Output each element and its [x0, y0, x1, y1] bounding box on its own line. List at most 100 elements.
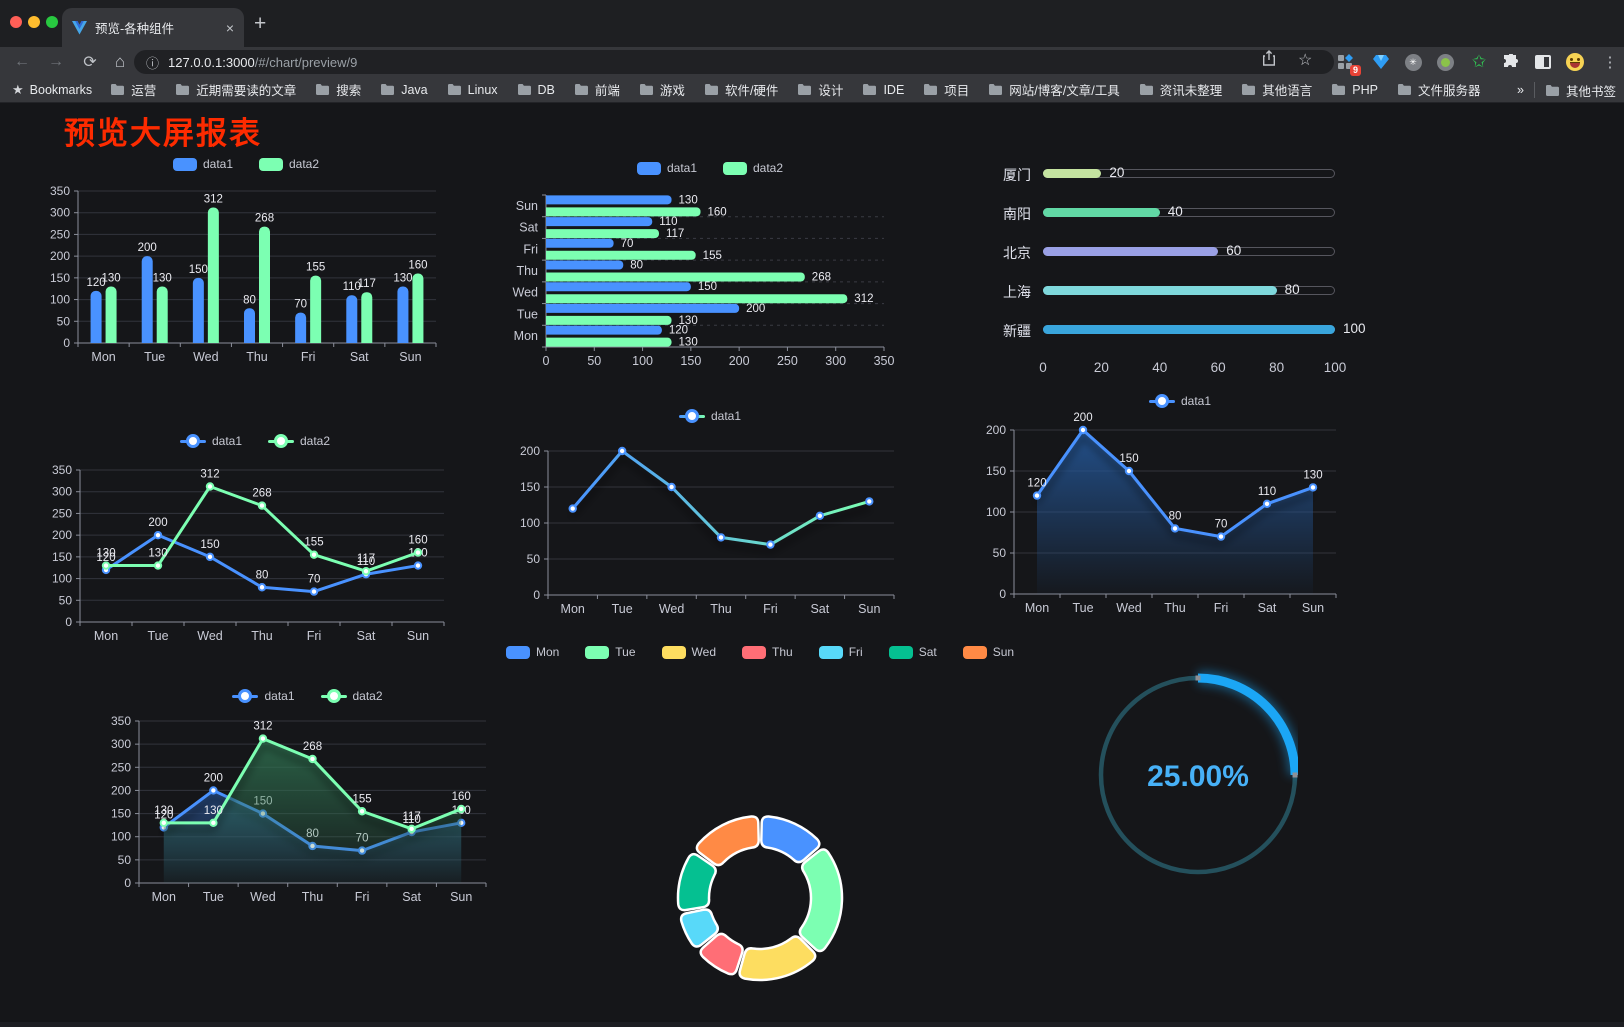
tab-close-icon[interactable]: × — [225, 19, 234, 36]
legend-item[interactable]: data1 — [232, 689, 295, 703]
donut-chart[interactable]: Mon Tue Wed Thu Fri Sat Sun — [505, 640, 1014, 996]
browser-menu-icon[interactable]: ⋮ — [1602, 54, 1618, 71]
bar-data2[interactable] — [361, 292, 373, 343]
bar-data1[interactable] — [295, 312, 307, 343]
data-point[interactable] — [1124, 466, 1134, 476]
bar-data1[interactable] — [546, 217, 653, 227]
bookmarks-star-icon[interactable]: ★ — [12, 81, 24, 97]
minimize-window-button[interactable] — [28, 16, 40, 28]
bar-data2[interactable] — [156, 286, 168, 343]
bar-data1[interactable] — [346, 295, 358, 343]
bookmarks-overflow-chevron[interactable]: » — [1517, 83, 1524, 97]
emoji-extension-icon[interactable] — [1564, 51, 1586, 73]
data-point[interactable] — [617, 446, 627, 456]
data-point[interactable] — [205, 482, 215, 491]
bar-data1[interactable] — [546, 325, 662, 335]
share-icon[interactable] — [1262, 50, 1276, 69]
bookmark-folder[interactable]: DB — [517, 83, 555, 97]
grouped-bar-chart[interactable]: data1 data2 0 50 100 150 200 250 300 350 Mon Tue Wed… — [40, 145, 452, 373]
bookmark-folder[interactable]: 搜索 — [315, 80, 361, 99]
bookmark-folder[interactable]: PHP — [1331, 83, 1378, 97]
data-point[interactable] — [1170, 524, 1180, 533]
bar-data1[interactable] — [192, 277, 204, 343]
legend-item[interactable]: data2 — [320, 689, 383, 703]
data-point[interactable] — [457, 804, 466, 814]
line-data1[interactable] — [571, 449, 871, 547]
bar-data2[interactable] — [546, 315, 672, 325]
data-point[interactable] — [153, 561, 163, 570]
bookmark-folder[interactable]: 设计 — [797, 80, 843, 99]
donut-slice-Sun[interactable] — [695, 815, 760, 867]
site-info-icon[interactable]: ⓘ — [146, 55, 160, 71]
data-point[interactable] — [308, 754, 317, 764]
address-bar[interactable]: ⓘ 127.0.0.1:3000/#/chart/preview/9 — [134, 50, 1334, 74]
bookmark-folder[interactable]: Java — [380, 83, 428, 97]
legend-item[interactable]: data2 — [723, 161, 783, 175]
data-point[interactable] — [309, 550, 319, 559]
legend-item[interactable]: data2 — [268, 434, 330, 448]
donut-slice-Fri[interactable] — [679, 908, 720, 948]
home-icon[interactable]: ⌂ — [114, 52, 126, 71]
data-point[interactable] — [413, 548, 423, 557]
bookmark-folder[interactable]: 其他语言 — [1241, 80, 1312, 99]
bookmark-folder[interactable]: Linux — [447, 83, 498, 97]
data-point[interactable] — [1262, 499, 1272, 509]
data-point[interactable] — [205, 552, 215, 562]
two-series-line-chart[interactable]: data1 data2 0 50 100 150 200 250 300 350 Mon Tue Wed… — [40, 418, 470, 656]
bookmark-folder[interactable]: 项目 — [923, 80, 969, 99]
bar-data2[interactable] — [546, 229, 659, 239]
data-point[interactable] — [361, 566, 371, 576]
data-point[interactable] — [101, 561, 111, 570]
close-window-button[interactable] — [10, 16, 22, 28]
horizontal-bar-chart[interactable]: data1 data2 0 50 100 150 200 250 300 350 Sun 130 160… — [500, 149, 920, 375]
bar-data2[interactable] — [259, 226, 270, 343]
legend-item[interactable]: data1 — [179, 434, 242, 448]
two-series-area-chart[interactable]: data1 data2 0 50 100 150 200 250 300 350 Mon Tue Wed… — [95, 665, 520, 929]
legend-item[interactable]: data1 — [678, 409, 741, 423]
donut-slice-Thu[interactable] — [699, 932, 744, 976]
data-point[interactable] — [258, 734, 268, 743]
data-point[interactable] — [257, 501, 267, 510]
data-point[interactable] — [209, 786, 218, 795]
data-point[interactable] — [257, 583, 267, 592]
green-star-extension-icon[interactable]: ✩ — [1471, 52, 1487, 71]
data-point[interactable] — [357, 807, 367, 816]
extension-grid-icon[interactable]: 9 — [1334, 51, 1361, 76]
bar-data2[interactable] — [412, 273, 424, 343]
donut-slice-Sat[interactable] — [676, 852, 717, 912]
data-point[interactable] — [413, 561, 423, 570]
bookmark-folder[interactable]: 运营 — [110, 80, 156, 99]
city-progress-chart[interactable]: 厦门 20 南阳 40 北京 60 上海 80 新疆 100 0 20 40 60 80 100 — [983, 150, 1366, 390]
bar-data1[interactable] — [90, 290, 102, 343]
data-point[interactable] — [667, 482, 676, 492]
legend-item[interactable]: Wed — [661, 645, 716, 659]
bar-data1[interactable] — [244, 308, 255, 343]
other-bookmarks-folder[interactable]: 其他书签 — [1545, 81, 1616, 100]
legend-item[interactable]: Thu — [742, 645, 793, 659]
data-point[interactable] — [766, 540, 775, 549]
bar-data2[interactable] — [546, 272, 805, 282]
data-point[interactable] — [309, 587, 319, 596]
bookmark-folder[interactable]: 游戏 — [639, 80, 685, 99]
puzzle-extensions-icon[interactable] — [1500, 51, 1522, 73]
sidebar-toggle-icon[interactable] — [1532, 51, 1554, 73]
bookmark-folder[interactable]: 前端 — [574, 80, 620, 99]
legend-item[interactable]: Sat — [888, 645, 937, 659]
bar-data1[interactable] — [546, 238, 614, 248]
data-point[interactable] — [815, 511, 825, 521]
new-tab-button[interactable]: + — [254, 12, 267, 35]
gauge-chart[interactable]: 25.00% — [1098, 655, 1302, 905]
bookmark-folder[interactable]: 软件/硬件 — [704, 80, 778, 99]
legend-item[interactable]: data1 — [1148, 394, 1211, 408]
bookmark-folder[interactable]: 网站/博客/文章/工具 — [988, 80, 1120, 99]
bar-data2[interactable] — [546, 294, 848, 304]
data-point[interactable] — [1078, 425, 1088, 435]
data-point[interactable] — [1216, 532, 1226, 541]
asterisk-extension-icon[interactable]: ✳ — [1402, 51, 1424, 73]
legend-item[interactable]: Fri — [818, 645, 863, 659]
data-point[interactable] — [865, 497, 874, 506]
bookmark-star-icon[interactable]: ☆ — [1298, 52, 1313, 69]
legend-item[interactable]: Sun — [962, 645, 1014, 659]
bar-data1[interactable] — [546, 282, 691, 292]
data-point[interactable] — [153, 530, 163, 540]
